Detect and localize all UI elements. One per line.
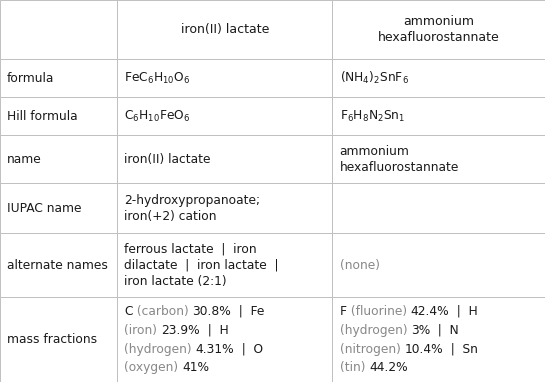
Text: (tin): (tin): [340, 361, 369, 374]
Bar: [0, 183, 117, 233]
Text: name: name: [7, 153, 42, 166]
Text: IUPAC name: IUPAC name: [7, 202, 82, 215]
Text: 23.9%: 23.9%: [161, 324, 200, 337]
Text: |  O: | O: [234, 343, 264, 356]
Bar: [0, 297, 117, 382]
Bar: [0, 60, 117, 97]
Bar: [332, 0, 545, 60]
Text: FeC$_6$H$_{10}$O$_6$: FeC$_6$H$_{10}$O$_6$: [124, 71, 191, 86]
Text: (hydrogen): (hydrogen): [340, 324, 411, 337]
Bar: [117, 135, 332, 183]
Text: ammonium
hexafluorostannate: ammonium hexafluorostannate: [340, 145, 459, 174]
Bar: [0, 0, 117, 60]
Bar: [332, 183, 545, 233]
Bar: [117, 60, 332, 97]
Text: (NH$_4$)$_2$SnF$_6$: (NH$_4$)$_2$SnF$_6$: [340, 70, 409, 86]
Bar: [0, 97, 117, 135]
Text: F$_6$H$_8$N$_2$Sn$_1$: F$_6$H$_8$N$_2$Sn$_1$: [340, 109, 405, 124]
Text: Hill formula: Hill formula: [7, 110, 78, 123]
Bar: [117, 97, 332, 135]
Bar: [117, 0, 332, 60]
Text: C: C: [124, 305, 133, 318]
Bar: [332, 233, 545, 297]
Text: ferrous lactate  |  iron
dilactate  |  iron lactate  |
iron lactate (2:1): ferrous lactate | iron dilactate | iron …: [124, 242, 278, 288]
Text: mass fractions: mass fractions: [7, 333, 97, 346]
Text: (fluorine): (fluorine): [347, 305, 410, 318]
Text: 10.4%: 10.4%: [404, 343, 443, 356]
Text: |  H: | H: [200, 324, 228, 337]
Text: |  Fe: | Fe: [231, 305, 264, 318]
Text: F: F: [340, 305, 347, 318]
Bar: [332, 135, 545, 183]
Text: (iron): (iron): [124, 324, 161, 337]
Text: alternate names: alternate names: [7, 259, 108, 272]
Text: 2-hydroxypropanoate;
iron(+2) cation: 2-hydroxypropanoate; iron(+2) cation: [124, 194, 261, 223]
Text: iron(II) lactate: iron(II) lactate: [124, 153, 211, 166]
Text: 41%: 41%: [182, 361, 209, 374]
Text: (oxygen): (oxygen): [124, 361, 182, 374]
Bar: [117, 233, 332, 297]
Bar: [117, 297, 332, 382]
Bar: [332, 297, 545, 382]
Bar: [332, 97, 545, 135]
Bar: [0, 233, 117, 297]
Text: (nitrogen): (nitrogen): [340, 343, 404, 356]
Text: ammonium
hexafluorostannate: ammonium hexafluorostannate: [378, 15, 500, 44]
Text: formula: formula: [7, 72, 55, 85]
Text: iron(II) lactate: iron(II) lactate: [180, 23, 269, 36]
Text: 44.2%: 44.2%: [369, 361, 408, 374]
Text: 42.4%: 42.4%: [410, 305, 449, 318]
Text: C$_6$H$_{10}$FeO$_6$: C$_6$H$_{10}$FeO$_6$: [124, 109, 191, 124]
Text: (hydrogen): (hydrogen): [124, 343, 196, 356]
Text: 30.8%: 30.8%: [192, 305, 231, 318]
Text: |  H: | H: [449, 305, 478, 318]
Bar: [0, 135, 117, 183]
Bar: [117, 183, 332, 233]
Text: |  Sn: | Sn: [443, 343, 478, 356]
Text: (carbon): (carbon): [133, 305, 192, 318]
Text: 3%: 3%: [411, 324, 431, 337]
Text: 4.31%: 4.31%: [196, 343, 234, 356]
Bar: [332, 60, 545, 97]
Text: |  N: | N: [431, 324, 459, 337]
Text: (none): (none): [340, 259, 379, 272]
